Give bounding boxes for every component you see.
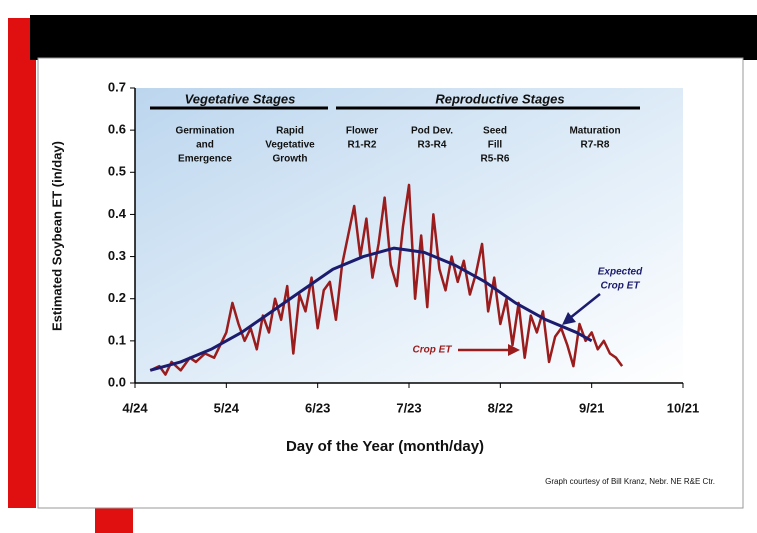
annotation: Crop ET [601, 281, 641, 292]
red-bar [8, 18, 36, 508]
y-tick-label: 0.1 [108, 332, 126, 347]
x-tick-label: 10/21 [667, 400, 700, 415]
x-tick-label: 5/24 [214, 400, 240, 415]
stage-label: Pod Dev. [411, 126, 453, 137]
stage-label: Flower [346, 126, 378, 137]
stage-label: R5-R6 [481, 154, 510, 165]
stage-label: R1-R2 [348, 140, 377, 151]
y-tick-label: 0.2 [108, 290, 126, 305]
y-tick-label: 0.5 [108, 164, 126, 179]
y-tick-label: 0.6 [108, 122, 126, 137]
x-tick-label: 6/23 [305, 400, 330, 415]
arrow [569, 293, 601, 319]
y-tick-label: 0.0 [108, 374, 126, 389]
stage-group: Reproductive Stages [435, 91, 564, 106]
y-tick-label: 0.4 [108, 206, 127, 221]
stage-label: Growth [273, 154, 308, 165]
arrowhead [508, 344, 520, 356]
black-band [30, 15, 757, 60]
x-axis-label: Day of the Year (month/day) [286, 438, 484, 455]
stage-label: Fill [488, 140, 503, 151]
stage-label: Emergence [178, 154, 232, 165]
y-tick-label: 0.7 [108, 79, 126, 94]
stage-label: Rapid [276, 126, 304, 137]
stage-label: Seed [483, 126, 507, 137]
x-tick-label: 9/21 [579, 400, 604, 415]
stage-label: R3-R4 [418, 140, 447, 151]
annotation: Crop ET [413, 345, 453, 356]
x-tick-label: 7/23 [396, 400, 421, 415]
y-axis-label: Estimated Soybean ET (in/day) [49, 141, 64, 331]
x-tick-label: 4/24 [122, 400, 148, 415]
arrowhead [562, 312, 576, 325]
stage-label: and [196, 140, 214, 151]
stage-label: Vegetative [265, 140, 315, 151]
annotation: Expected [598, 267, 643, 278]
y-tick-label: 0.3 [108, 248, 126, 263]
stage-label: R7-R8 [581, 140, 610, 151]
series-line [149, 246, 593, 372]
stage-label: Maturation [569, 126, 620, 137]
credit: Graph courtesy of Bill Kranz, Nebr. NE R… [545, 477, 715, 486]
stage-group: Vegetative Stages [185, 91, 296, 106]
stage-label: Germination [176, 126, 235, 137]
x-tick-label: 8/22 [488, 400, 513, 415]
